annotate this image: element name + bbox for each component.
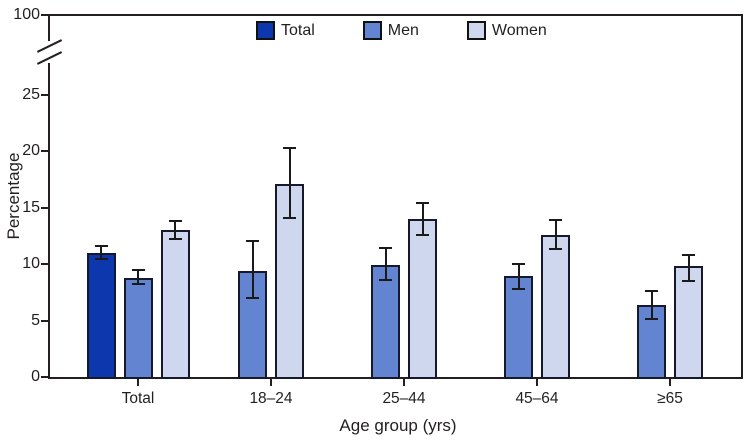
legend-item-total: Total <box>256 21 315 40</box>
error-bar-cap-bottom <box>416 233 429 236</box>
y-tick-label: 20 <box>22 142 40 159</box>
legend-label: Women <box>491 21 547 39</box>
x-tick-mark <box>137 379 139 386</box>
x-tick-label: 25–44 <box>382 390 426 407</box>
legend-item-men: Men <box>362 21 419 40</box>
error-bar-cap-top <box>682 253 695 256</box>
y-tick-mark <box>41 14 49 16</box>
y-tick-label: 0 <box>31 368 40 385</box>
error-bar-cap-bottom <box>168 238 182 241</box>
y-tick-mark <box>41 319 49 322</box>
error-bar-cap-top <box>246 240 259 243</box>
error-bar-cap-top <box>379 247 392 250</box>
x-axis-title: Age group (yrs) <box>339 416 457 435</box>
plot-right-border <box>741 14 743 379</box>
legend: Total Men Women <box>256 21 547 40</box>
legend-label: Men <box>387 21 419 39</box>
error-bar-line <box>100 245 102 260</box>
error-bar-cap-top <box>512 263 525 265</box>
error-bar-line <box>174 221 176 240</box>
y-tick-label: 15 <box>22 198 40 216</box>
error-bar-cap-top <box>549 218 562 221</box>
bar-men <box>371 265 400 379</box>
error-bar-line <box>288 147 291 218</box>
error-bar-cap-top <box>416 201 429 204</box>
legend-swatch-total <box>256 21 275 40</box>
error-bar-line <box>517 264 520 289</box>
error-bar-cap-bottom <box>283 216 296 219</box>
legend-label: Total <box>281 21 315 39</box>
error-bar-cap-bottom <box>246 296 259 299</box>
bar-women <box>674 266 703 379</box>
bar-women <box>160 230 190 379</box>
bar-men <box>504 276 533 379</box>
error-bar-line <box>384 248 387 280</box>
error-bar-cap-top <box>283 146 296 149</box>
bar-men <box>123 277 153 379</box>
x-tick-mark <box>270 379 272 386</box>
legend-swatch-men <box>362 21 382 40</box>
y-axis-title: Percentage <box>4 152 23 240</box>
x-tick-mark <box>669 379 671 386</box>
error-bar-line <box>421 202 424 235</box>
y-tick-mark <box>41 206 49 209</box>
y-tick-label: 5 <box>31 311 40 329</box>
error-bar-line <box>650 291 653 320</box>
error-bar-line <box>554 219 557 250</box>
plot-top-border <box>48 14 743 16</box>
y-tick-label: 10 <box>22 255 40 272</box>
x-tick-label: Total <box>121 390 155 407</box>
error-bar-line <box>251 241 254 298</box>
error-bar-cap-bottom <box>512 287 525 290</box>
bar-total <box>86 252 116 379</box>
error-bar-cap-bottom <box>549 248 562 251</box>
error-bar-cap-top <box>645 290 658 293</box>
y-tick-mark <box>41 376 49 378</box>
y-tick-mark <box>41 150 49 152</box>
x-tick-label: 18–24 <box>249 390 293 407</box>
x-tick-mark <box>536 379 538 386</box>
error-bar-line <box>137 269 139 285</box>
bar-women <box>541 234 570 379</box>
error-bar-cap-bottom <box>645 318 658 321</box>
y-tick-mark <box>41 93 49 96</box>
error-bar-line <box>687 254 690 281</box>
y-tick-label: 25 <box>22 85 40 103</box>
error-bar-cap-top <box>131 268 145 271</box>
error-bar-cap-top <box>94 244 108 247</box>
legend-item-women: Women <box>466 21 547 40</box>
x-tick-mark <box>403 379 405 386</box>
y-axis-line-upper <box>48 14 50 41</box>
bar-women <box>408 218 437 379</box>
y-tick-mark <box>41 263 49 265</box>
y-tick-label: 100 <box>13 6 40 23</box>
x-tick-label: 45–64 <box>515 390 559 407</box>
error-bar-cap-bottom <box>682 279 695 282</box>
error-bar-cap-bottom <box>94 258 108 261</box>
y-axis-line-lower <box>48 63 50 379</box>
error-bar-cap-bottom <box>379 278 392 281</box>
error-bar-cap-top <box>168 220 182 223</box>
axis-break-mark-upper <box>36 39 63 53</box>
legend-swatch-women <box>466 21 486 40</box>
error-bar-cap-bottom <box>131 283 145 286</box>
x-tick-label: ≥65 <box>657 390 683 407</box>
